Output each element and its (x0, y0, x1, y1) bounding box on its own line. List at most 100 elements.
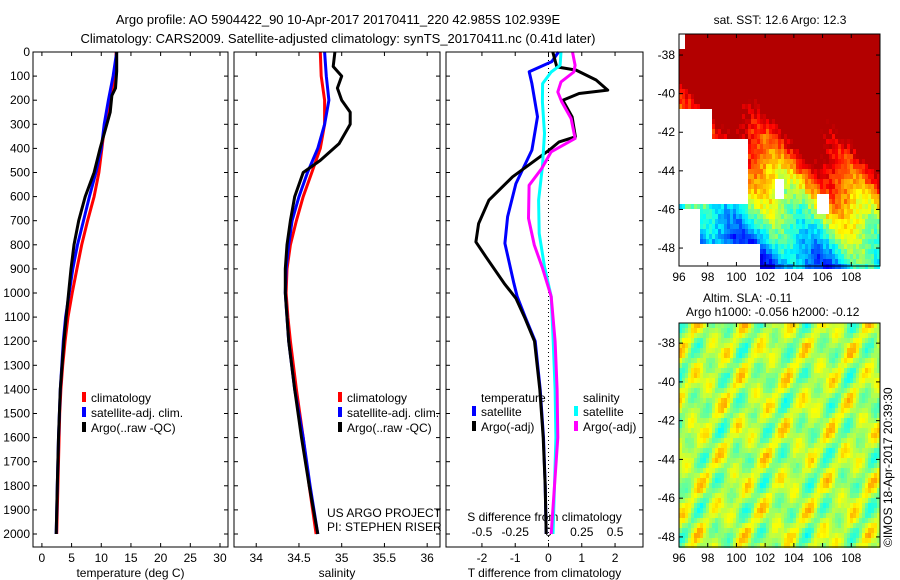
map-cell (772, 413, 775, 418)
map-cell (793, 169, 796, 174)
map-cell (865, 149, 868, 154)
map-cell (742, 64, 745, 69)
map-cell (808, 54, 811, 59)
map-cell (772, 34, 775, 39)
map-cell (775, 234, 778, 239)
map-cell (709, 533, 712, 538)
map-cell (802, 34, 805, 39)
map-cell (763, 383, 766, 388)
map-cell (694, 538, 697, 543)
map-cell (700, 353, 703, 358)
map-cell (715, 448, 718, 453)
map-cell (685, 398, 688, 403)
map-cell (793, 124, 796, 129)
map-cell (808, 109, 811, 114)
map-cell (778, 393, 781, 398)
map-cell (805, 109, 808, 114)
map-cell (847, 44, 850, 49)
map-cell (868, 94, 871, 99)
map-cell (853, 204, 856, 209)
map-cell (775, 34, 778, 39)
map-cell (754, 134, 757, 139)
map-cell (736, 74, 739, 79)
map-cell (766, 174, 769, 179)
map-cell (805, 443, 808, 448)
map-cell (766, 323, 769, 328)
map-cell (754, 84, 757, 89)
map-cell (808, 408, 811, 413)
map-cell (727, 204, 730, 209)
map-cell (850, 244, 853, 249)
map-cell (706, 398, 709, 403)
map-cell (778, 348, 781, 353)
map-cell (754, 219, 757, 224)
map-cell (739, 498, 742, 503)
map-cell (706, 74, 709, 79)
map-cell (757, 383, 760, 388)
map-cell (712, 109, 715, 114)
map-cell (742, 44, 745, 49)
map-cell (814, 533, 817, 538)
map-cell (796, 448, 799, 453)
map-cell (679, 518, 682, 523)
sla-map: 96 98 100 102 104 106 108-38-40-42-44-46-48Alt… (658, 291, 895, 565)
map-cell (766, 393, 769, 398)
map-cell (766, 119, 769, 124)
map-cell (832, 229, 835, 234)
map-cell (871, 204, 874, 209)
map-cell (700, 423, 703, 428)
map-cell (682, 518, 685, 523)
map-cell (703, 493, 706, 498)
map-cell (775, 174, 778, 179)
map-cell (838, 39, 841, 44)
map-cell (802, 358, 805, 363)
map-cell (769, 473, 772, 478)
map-cell (778, 533, 781, 538)
map-cell (721, 358, 724, 363)
y-tick-label: 900 (10, 262, 30, 276)
map-cell (784, 199, 787, 204)
map-cell (748, 149, 751, 154)
legend-marker (338, 422, 342, 432)
map-cell (724, 458, 727, 463)
map-cell (790, 378, 793, 383)
map-cell (727, 129, 730, 134)
map-cell (703, 393, 706, 398)
map-cell (820, 44, 823, 49)
map-cell (742, 239, 745, 244)
map-cell (793, 134, 796, 139)
map-cell (727, 383, 730, 388)
map-cell (679, 64, 682, 69)
map-cell (706, 533, 709, 538)
map-cell (841, 49, 844, 54)
map-cell (775, 64, 778, 69)
map-cell (727, 488, 730, 493)
map-cell (775, 229, 778, 234)
map-cell (817, 403, 820, 408)
map-cell (745, 388, 748, 393)
map-cell (784, 438, 787, 443)
map-cell (760, 528, 763, 533)
map-cell (844, 79, 847, 84)
map-cell (823, 44, 826, 49)
map-cell (742, 204, 745, 209)
map-cell (775, 488, 778, 493)
map-cell (727, 74, 730, 79)
map-cell (739, 538, 742, 543)
map-cell (832, 84, 835, 89)
map-cell (772, 458, 775, 463)
map-cell (844, 129, 847, 134)
map-cell (799, 54, 802, 59)
map-cell (778, 139, 781, 144)
map-cell (679, 523, 682, 528)
map-cell (739, 229, 742, 234)
map-cell (790, 69, 793, 74)
map-cell (811, 488, 814, 493)
map-cell (748, 94, 751, 99)
map-cell (850, 39, 853, 44)
map-cell (691, 363, 694, 368)
map-cell (769, 124, 772, 129)
map-cell (793, 508, 796, 513)
map-cell (802, 104, 805, 109)
map-cell (715, 503, 718, 508)
